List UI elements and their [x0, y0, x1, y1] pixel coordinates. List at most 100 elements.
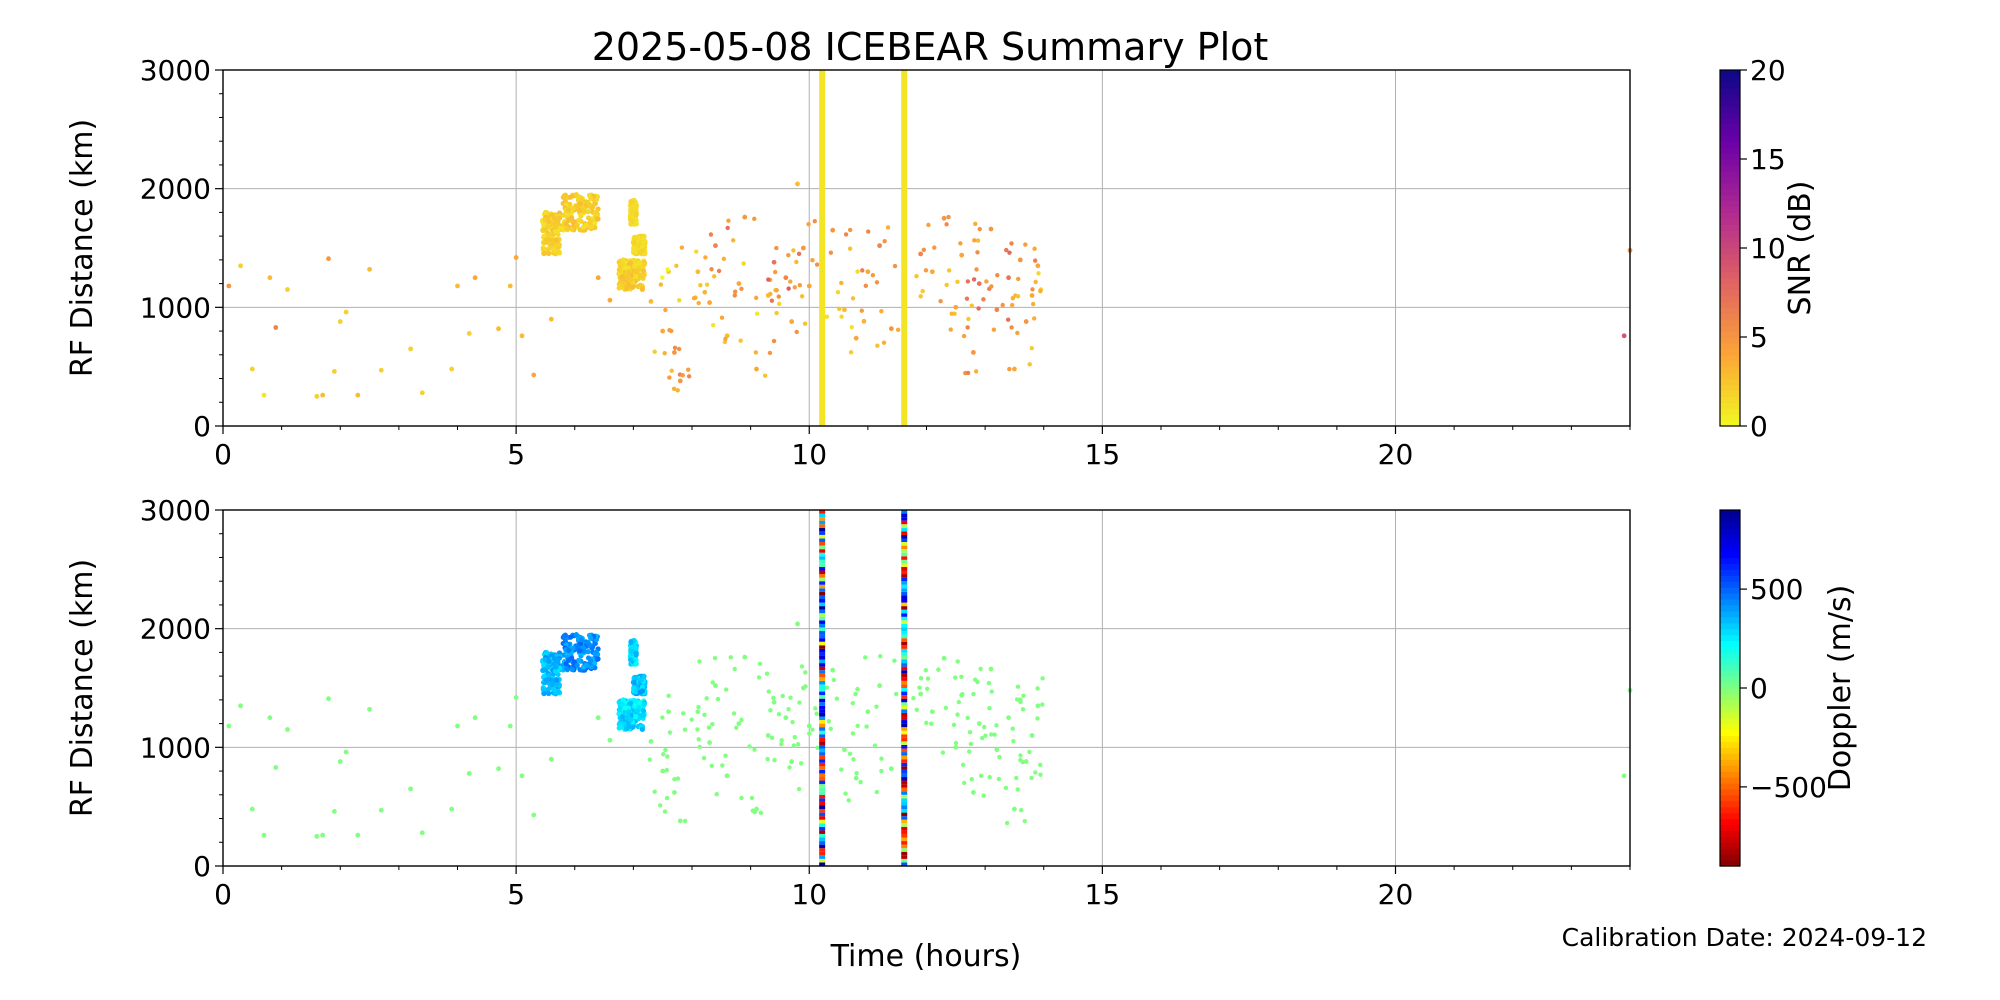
- scatter-point: [815, 745, 820, 750]
- colorbar-segment: [1720, 188, 1740, 196]
- vertical-band-segment: [819, 552, 826, 557]
- cluster-point: [588, 195, 594, 201]
- y-tick-label: 0: [193, 410, 211, 443]
- vertical-band-segment: [819, 570, 826, 575]
- scatter-point: [738, 338, 743, 343]
- scatter-point: [1038, 762, 1043, 768]
- scatter-point: [1029, 775, 1034, 781]
- vertical-band-segment: [901, 534, 908, 539]
- vertical-band-segment: [901, 819, 908, 824]
- scatter-point: [967, 729, 973, 735]
- scatter-point: [1032, 246, 1037, 251]
- scatter-point: [938, 299, 943, 304]
- colorbar-segment: [1720, 646, 1740, 653]
- vertical-band-segment: [819, 755, 826, 760]
- colorbar-segment: [1720, 587, 1740, 594]
- cluster-point: [616, 699, 622, 705]
- scatter-point: [894, 691, 899, 697]
- vertical-band-segment: [901, 695, 908, 699]
- colorbar-segment: [1720, 200, 1740, 208]
- colorbar-segment: [1720, 640, 1740, 648]
- scatter-point: [941, 655, 947, 661]
- vertical-band-segment: [819, 712, 826, 717]
- vertical-band-segment: [819, 680, 826, 685]
- scatter-point: [314, 393, 320, 399]
- vertical-band-segment: [819, 858, 826, 863]
- colorbar-segment: [1720, 741, 1740, 748]
- scatter-point: [1027, 749, 1032, 755]
- colorbar-segment: [1720, 354, 1740, 362]
- cluster-point: [564, 666, 570, 672]
- cluster-point: [577, 648, 583, 654]
- colorbar-segment: [1720, 616, 1740, 624]
- scatter-point: [1035, 263, 1041, 269]
- colorbar-segment: [1720, 800, 1740, 808]
- vertical-band-segment: [901, 730, 908, 735]
- scatter-point: [1015, 294, 1021, 299]
- scatter-point: [741, 261, 746, 266]
- colorbar-segment: [1720, 313, 1740, 320]
- scatter-point: [753, 350, 759, 355]
- scatter-point: [661, 752, 666, 757]
- scatter-point: [918, 691, 924, 697]
- colorbar-segment: [1720, 176, 1740, 184]
- scatter-point: [994, 747, 1000, 753]
- colorbar-segment: [1720, 153, 1740, 160]
- scatter-point: [1027, 362, 1032, 367]
- vertical-band-segment: [901, 787, 908, 792]
- scatter-point: [885, 225, 891, 230]
- colorbar-segment: [1720, 676, 1740, 683]
- scatter-point: [926, 222, 931, 228]
- vertical-band-segment: [819, 645, 826, 649]
- scatter-point: [929, 709, 935, 715]
- scatter-point: [1030, 301, 1036, 307]
- vertical-band-segment: [819, 666, 826, 671]
- scatter-point: [747, 744, 752, 749]
- scatter-point: [1621, 333, 1627, 339]
- cluster-point: [566, 217, 572, 223]
- scatter-point: [839, 314, 844, 319]
- scatter-point: [1040, 676, 1045, 681]
- cluster-point: [640, 712, 646, 719]
- scatter-point: [986, 680, 992, 686]
- scatter-point: [774, 310, 779, 316]
- scatter-point: [982, 724, 987, 730]
- bottom-scatter-points: [226, 510, 1633, 866]
- vertical-band-segment: [901, 723, 908, 728]
- colorbar-segment: [1720, 117, 1740, 124]
- colorbar-tick-label: 0: [1750, 410, 1768, 443]
- vertical-band-segment: [819, 784, 826, 788]
- scatter-point: [337, 759, 343, 764]
- x-tick-label: 15: [1085, 878, 1121, 911]
- vertical-band-segment: [901, 720, 908, 724]
- bottom-panel: 0 5 10 15 20 0 1000 2000 3000 RF Distance (km) −…: [65, 494, 1858, 911]
- colorbar-segment: [1720, 658, 1740, 665]
- cluster-point: [628, 217, 634, 223]
- scatter-point: [795, 742, 801, 747]
- vertical-band-segment: [901, 680, 908, 685]
- colorbar-segment: [1720, 277, 1740, 285]
- scatter-point: [1006, 275, 1011, 281]
- scatter-point: [249, 366, 255, 372]
- scatter-point: [710, 322, 716, 328]
- cluster-point: [566, 657, 572, 663]
- vertical-band-segment: [819, 830, 826, 834]
- cluster-point: [619, 713, 625, 720]
- scatter-point: [888, 766, 894, 772]
- scatter-point: [790, 719, 795, 725]
- scatter-point: [874, 789, 879, 795]
- vertical-band-segment: [819, 823, 826, 827]
- vertical-band-segment: [819, 844, 826, 849]
- colorbar-segment: [1720, 289, 1740, 297]
- scatter-point: [660, 768, 666, 774]
- scatter-point: [1035, 716, 1040, 721]
- scatter-point: [749, 795, 755, 801]
- scatter-point: [711, 274, 717, 279]
- scatter-point: [721, 256, 727, 262]
- scatter-point: [853, 335, 859, 341]
- colorbar-segment: [1720, 533, 1740, 541]
- cluster-point: [640, 708, 647, 714]
- scatter-point: [1017, 257, 1023, 263]
- scatter-point: [783, 715, 789, 721]
- vertical-band-segment: [819, 744, 826, 749]
